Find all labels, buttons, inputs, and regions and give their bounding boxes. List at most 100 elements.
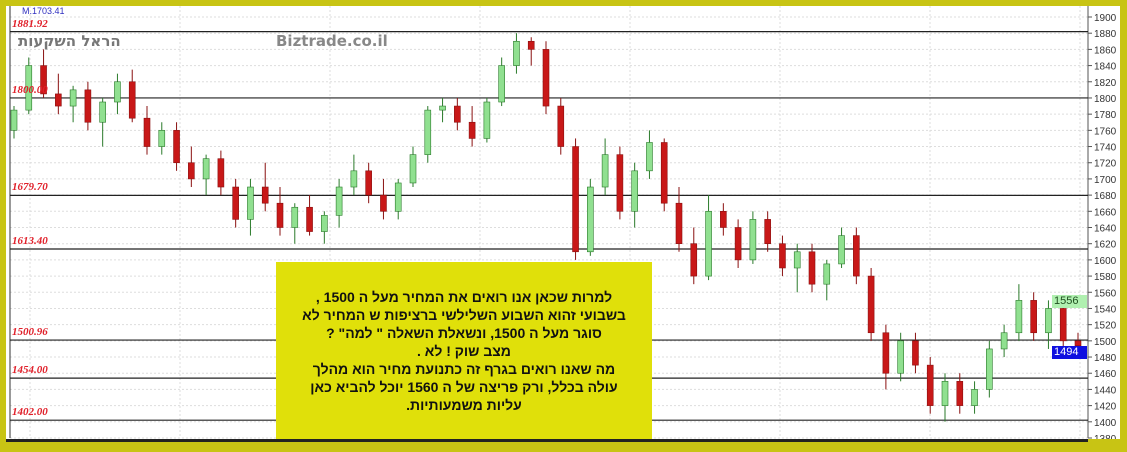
candle-body — [971, 389, 978, 406]
candle-body — [232, 186, 239, 220]
candle-body — [202, 158, 210, 180]
y-tick-label: 1760 — [1094, 126, 1117, 137]
candle-body — [779, 243, 786, 269]
candle-body — [188, 162, 195, 180]
y-tick-label: 1680 — [1094, 191, 1117, 202]
candle-body — [10, 109, 18, 131]
time-axis-bar — [6, 439, 1088, 442]
candle-body — [409, 154, 417, 184]
y-tick-label: 1660 — [1094, 207, 1117, 218]
candle-body — [926, 364, 934, 406]
level-label: 1881.92 — [12, 17, 48, 30]
candle-body — [616, 154, 624, 212]
candle-body — [394, 182, 402, 212]
candle-body — [749, 219, 757, 261]
candle-body — [897, 340, 904, 374]
candle-body — [587, 186, 594, 253]
level-label: 1613.40 — [12, 235, 48, 248]
candle-body — [690, 243, 698, 277]
candle-body — [1015, 300, 1023, 334]
y-tick-label: 1540 — [1094, 304, 1117, 315]
y-tick-label: 1780 — [1094, 110, 1117, 121]
y-tick-label: 1560 — [1094, 288, 1117, 299]
candle-body — [513, 40, 520, 66]
annotation-note: למרות שכאן אנו רואים את המחיר מעל ה 1500… — [276, 262, 652, 440]
candle-body — [838, 235, 845, 265]
biztrade-watermark: Biztrade.co.il — [276, 32, 388, 50]
candle-body — [1045, 308, 1052, 334]
candle-body — [114, 81, 121, 103]
candle-body — [941, 381, 949, 406]
candle-body — [424, 109, 432, 155]
y-tick-label: 1440 — [1094, 385, 1117, 396]
candle-body — [527, 40, 535, 50]
candle-body — [557, 105, 565, 147]
candle-body — [601, 154, 609, 188]
level-label: 1679.70 — [12, 181, 48, 194]
y-tick-label: 1860 — [1094, 45, 1117, 56]
candle-body — [158, 130, 166, 147]
candle-body — [1059, 308, 1067, 342]
y-tick-label: 1700 — [1094, 175, 1117, 186]
y-tick-label: 1480 — [1094, 353, 1117, 364]
level-label: 1402.00 — [12, 406, 48, 419]
y-tick-label: 1580 — [1094, 272, 1117, 283]
top-label: M.1703.41 — [22, 6, 65, 16]
candle-body — [1074, 340, 1082, 347]
y-tick-label: 1640 — [1094, 224, 1117, 235]
chart-frame: 1380 1400 1420 1440 1460 1480 1500 1520 1540 1560… — [6, 6, 1120, 440]
candle-body — [84, 89, 92, 123]
y-tick-label: 1820 — [1094, 78, 1117, 89]
candle-body — [173, 130, 180, 164]
candle-body — [867, 275, 875, 334]
candle-body — [793, 251, 801, 269]
candle-body — [306, 206, 313, 232]
y-tick-label: 1380 — [1094, 434, 1117, 439]
candle-body — [675, 202, 683, 244]
candle-body — [321, 215, 328, 232]
candle-body — [40, 65, 47, 95]
candle-body — [808, 251, 816, 285]
candle-body — [261, 186, 269, 204]
candle-body — [380, 194, 387, 212]
y-tick-label: 1900 — [1094, 13, 1117, 24]
candle-body — [912, 340, 919, 366]
upper-price-badge: 1556 — [1052, 295, 1087, 308]
candle-body — [335, 186, 343, 216]
candle-body — [572, 146, 579, 253]
candle-body — [291, 206, 299, 228]
candle-body — [542, 49, 550, 107]
candle-body — [631, 170, 638, 212]
y-tick-label: 1880 — [1094, 29, 1117, 40]
candle-body — [128, 81, 136, 119]
level-label: 1454.00 — [12, 364, 48, 377]
candle-body — [483, 101, 491, 139]
candle-body — [143, 117, 151, 147]
candle-body — [986, 348, 993, 390]
candle-body — [365, 170, 372, 196]
y-tick-label: 1500 — [1094, 337, 1117, 348]
candle-body — [1030, 300, 1037, 334]
candle-body — [705, 211, 712, 277]
candle-body — [734, 227, 742, 261]
candle-body — [276, 202, 284, 228]
y-tick-label: 1600 — [1094, 256, 1117, 267]
y-tick-label: 1720 — [1094, 159, 1117, 170]
candle-body — [660, 142, 668, 204]
candle-body — [454, 105, 461, 123]
candle-body — [720, 211, 727, 228]
candle-body — [882, 332, 890, 374]
y-tick-label: 1400 — [1094, 418, 1117, 429]
harel-logo: הראל השקעות — [18, 32, 121, 50]
candle-body — [956, 381, 964, 406]
candle-body — [350, 170, 358, 188]
y-tick-label: 1840 — [1094, 62, 1117, 73]
candle-body — [25, 65, 33, 111]
current-price-badge: 1494 — [1052, 346, 1087, 359]
candle-body — [764, 219, 771, 244]
y-tick-label: 1460 — [1094, 369, 1117, 380]
candle-body — [1000, 332, 1008, 350]
y-tick-label: 1420 — [1094, 402, 1117, 413]
candle-body — [217, 158, 225, 188]
level-label: 1500.96 — [12, 326, 48, 339]
